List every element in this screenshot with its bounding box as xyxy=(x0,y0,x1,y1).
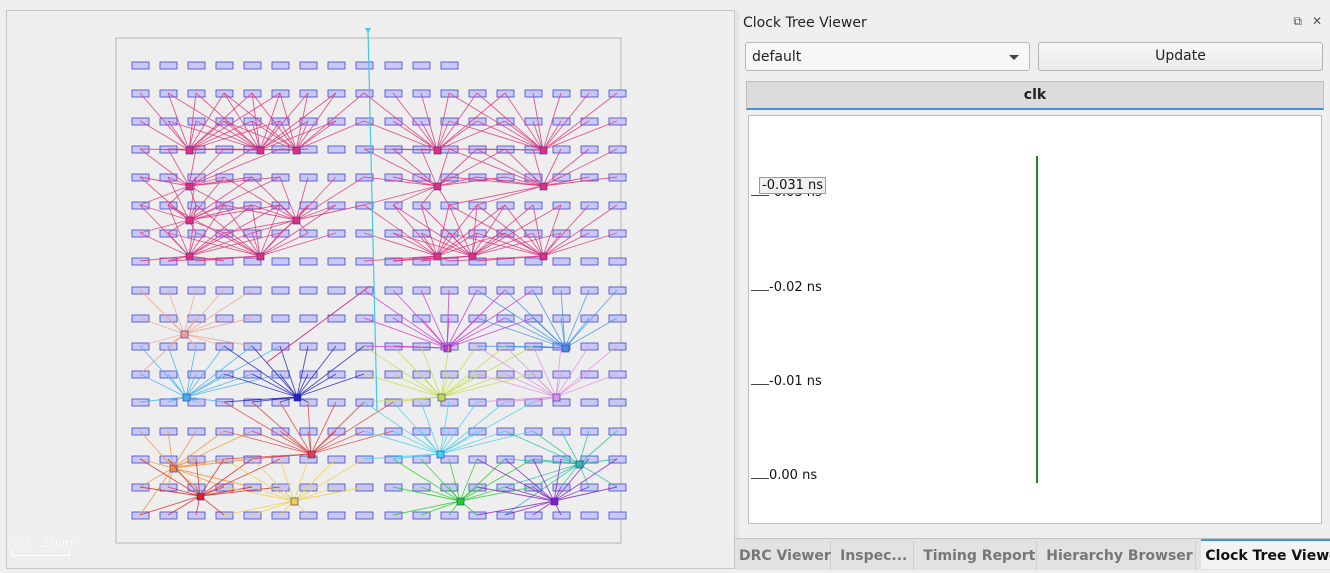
y-tick xyxy=(751,384,769,385)
chevron-down-icon xyxy=(1009,55,1019,60)
y-tick xyxy=(751,478,769,479)
dock-controls: ⧉ ✕ xyxy=(1293,14,1322,29)
tab-timing-report[interactable]: Timing Report xyxy=(919,541,1038,570)
y-tick xyxy=(751,195,769,196)
tab-clock-tree-viewer[interactable]: Clock Tree Viewer xyxy=(1201,539,1330,569)
tab-hierarchy-browser[interactable]: Hierarchy Browser xyxy=(1042,541,1197,570)
y-tick-label: 0.00 ns xyxy=(769,468,818,483)
y-tick-label: -0.02 ns xyxy=(769,280,822,295)
tab-drc-viewer[interactable]: DRC Viewer xyxy=(735,541,831,570)
y-tick xyxy=(751,290,769,291)
clock-tree-branch[interactable] xyxy=(1036,156,1038,483)
hover-value-label: -0.031 ns xyxy=(759,177,827,194)
scale-bar xyxy=(12,550,70,556)
scale-label: 0.3...10μm xyxy=(12,536,78,550)
dock-title: Clock Tree Viewer xyxy=(743,15,867,31)
layout-viewer[interactable]: 0.3...10μm xyxy=(6,10,735,569)
y-tick-label: -0.01 ns xyxy=(769,374,822,389)
tab-inspector[interactable]: Inspec... xyxy=(836,541,915,570)
update-button[interactable]: Update xyxy=(1038,42,1323,71)
float-icon[interactable]: ⧉ xyxy=(1293,14,1302,28)
clock-tree-dock: Clock Tree Viewer ⧉ ✕ default Update clk… xyxy=(739,10,1330,540)
pane-splitter[interactable] xyxy=(735,10,739,569)
clock-select-value: default xyxy=(752,49,802,65)
close-icon[interactable]: ✕ xyxy=(1311,14,1322,28)
layout-canvas[interactable] xyxy=(7,11,735,569)
tab-clk[interactable]: clk xyxy=(746,81,1324,110)
bottom-tab-bar: DRC Viewer Inspec... Timing Report Hiera… xyxy=(735,538,1330,570)
clock-select[interactable]: default xyxy=(745,42,1030,71)
clock-tree-plot[interactable]: -0.03 ns -0.02 ns -0.01 ns 0.00 ns -0.03… xyxy=(748,115,1322,524)
